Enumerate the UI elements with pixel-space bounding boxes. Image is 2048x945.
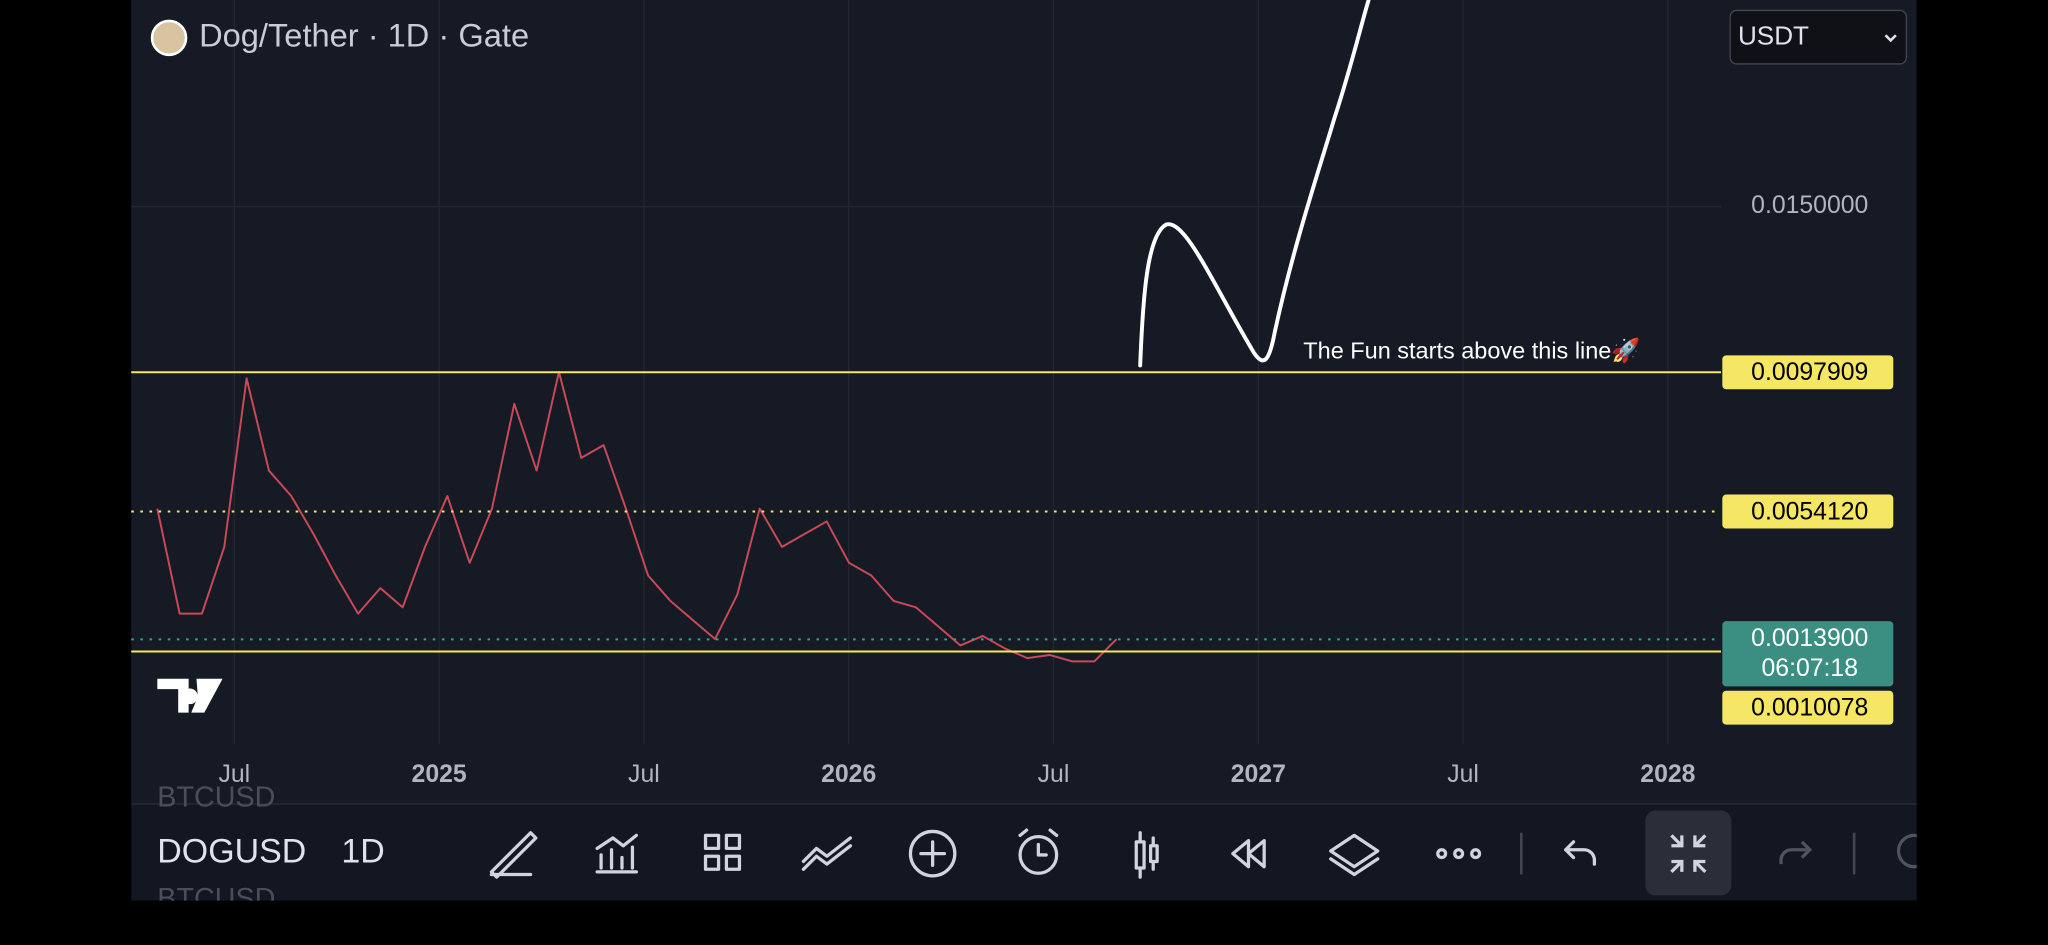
bottom-edge bbox=[0, 900, 2048, 945]
replay[interactable] bbox=[1231, 838, 1266, 869]
chart-type[interactable] bbox=[1134, 831, 1159, 879]
indicators[interactable] bbox=[595, 833, 638, 874]
x-tick-label: 2025 bbox=[412, 761, 467, 788]
interval-button[interactable]: 1D bbox=[341, 833, 384, 871]
fullscreen-icon bbox=[1670, 834, 1707, 874]
tv-logo bbox=[157, 678, 223, 713]
x-tick-label: Jul bbox=[1038, 761, 1070, 788]
chart-panel bbox=[131, 0, 1917, 805]
redo[interactable] bbox=[1779, 840, 1813, 865]
more bbox=[1453, 848, 1465, 860]
x-tick-label: Jul bbox=[628, 761, 660, 788]
level-tag bbox=[1722, 690, 1894, 725]
alert[interactable] bbox=[1018, 835, 1059, 875]
price-line bbox=[156, 371, 1118, 663]
currency-label: USDT bbox=[1738, 21, 1809, 51]
alert-hands bbox=[1018, 828, 1059, 857]
x-tick-label: 2028 bbox=[1640, 761, 1695, 788]
currency-select[interactable] bbox=[1729, 9, 1908, 65]
fullscreen-button[interactable] bbox=[1645, 810, 1732, 896]
y-tick-label: 0.0150000 bbox=[1751, 192, 1868, 219]
edge bbox=[1916, 0, 2048, 945]
toolbar bbox=[131, 804, 1917, 901]
chevron bbox=[1884, 34, 1897, 43]
x-tick-label: Jul bbox=[218, 761, 250, 788]
add[interactable] bbox=[908, 829, 957, 878]
x-tick-label: Jul bbox=[1447, 761, 1479, 788]
more[interactable] bbox=[1436, 848, 1448, 860]
more bbox=[1470, 848, 1482, 860]
level-label: 0.0010078 bbox=[1751, 695, 1868, 722]
level-label: 0.0097909 bbox=[1751, 359, 1868, 386]
add-plus bbox=[919, 840, 947, 868]
layouts[interactable] bbox=[703, 833, 742, 871]
layers[interactable] bbox=[1329, 833, 1380, 877]
level-tag bbox=[1722, 355, 1894, 390]
ghost-symbol: BTCUSD bbox=[157, 781, 275, 813]
last-price-label: 0.0013900 bbox=[1751, 625, 1868, 652]
annotation: The Fun starts above this line🚀 bbox=[1303, 337, 1640, 365]
level-tag bbox=[1722, 494, 1894, 529]
last-price-tag bbox=[1722, 621, 1894, 687]
symbol-button[interactable]: DOGUSD bbox=[157, 833, 306, 871]
compare[interactable] bbox=[801, 836, 853, 871]
symbol-logo bbox=[150, 19, 188, 57]
draw-tool[interactable] bbox=[489, 831, 538, 879]
x-tick-label: 2027 bbox=[1231, 761, 1286, 788]
x-tick-label: 2026 bbox=[821, 761, 876, 788]
level-label: 0.0054120 bbox=[1751, 498, 1868, 525]
countdown: 06:07:18 bbox=[1762, 655, 1858, 682]
undo[interactable] bbox=[1564, 840, 1597, 866]
drawing bbox=[1138, 0, 1371, 368]
chart-title: Dog/Tether · 1D · Gate bbox=[199, 16, 529, 53]
